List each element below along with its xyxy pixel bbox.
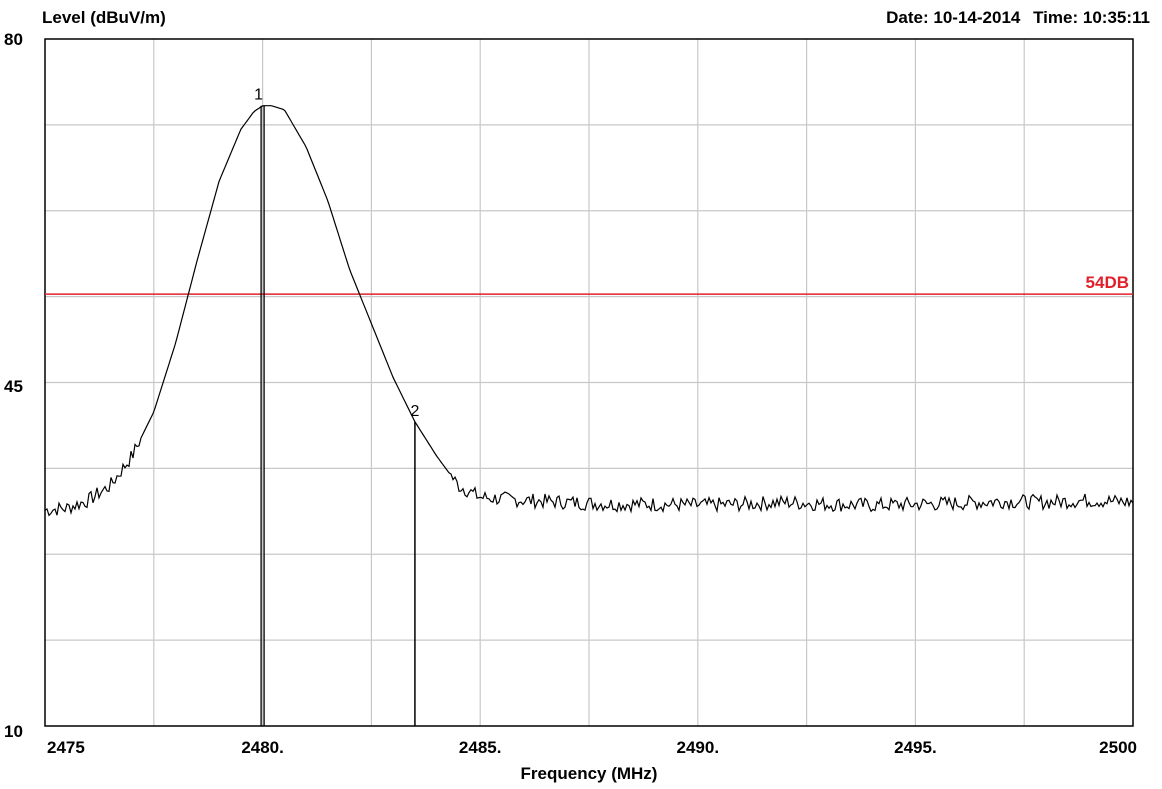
time-value: 10:35:11 [1082,8,1150,27]
y-tick-label: 45 [4,377,23,396]
axis-labels: 2475 2480. 2485. 2490. 2495. 2500 80 45 10 Freque… [4,30,1137,783]
grid [45,39,1133,726]
marker-label: 1 [254,87,263,104]
date-label: Date: [886,8,929,27]
marker-label: 2 [410,403,419,420]
datetime-readout: Date: 10-14-2014 Time: 10:35:11 [886,8,1150,28]
measurement-trace [44,105,1134,517]
plot-frame [44,38,1134,727]
x-axis-title: Frequency (MHz) [521,764,658,783]
y-tick-label: 80 [4,30,23,49]
x-tick-label: 2475 [47,738,85,757]
limit-label: 54DB [1086,273,1129,292]
y-tick-label: 10 [4,722,23,741]
markers: 12 [254,87,419,726]
x-tick-label: 2480. [241,738,284,757]
x-tick-label: 2500 [1099,738,1137,757]
time-label: Time: [1033,8,1079,27]
x-tick-label: 2495. [894,738,937,757]
date-value: 10-14-2014 [933,8,1021,27]
x-tick-label: 2490. [677,738,720,757]
x-tick-label: 2485. [459,738,502,757]
y-axis-title: Level (dBuV/m) [42,8,166,27]
